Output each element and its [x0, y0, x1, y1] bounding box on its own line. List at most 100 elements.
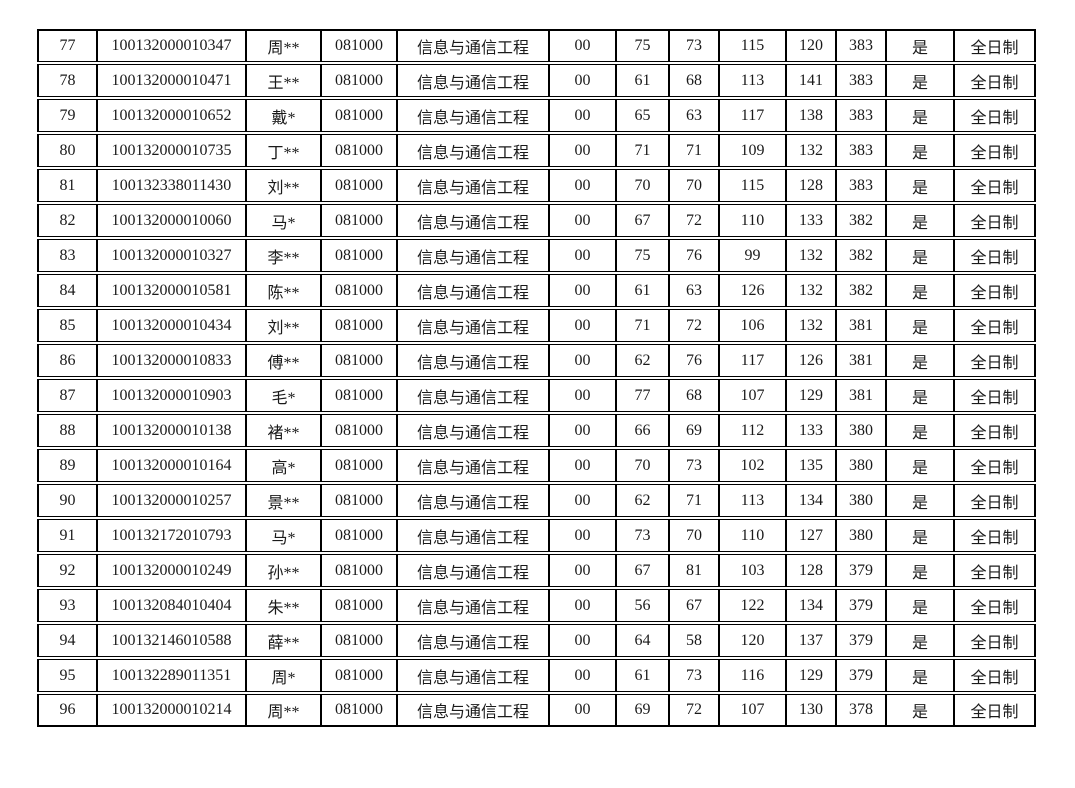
major-code-cell: 081000 — [321, 64, 397, 97]
study-mode-cell: 全日制 — [954, 99, 1036, 132]
table-row: 90 100132000010257 景** 081000 信息与通信工程 00 62 71 1… — [37, 484, 1036, 517]
score-2-cell: 67 — [669, 589, 719, 622]
total-score-cell: 379 — [836, 624, 886, 657]
score-2-cell: 72 — [669, 309, 719, 342]
table-row: 87 100132000010903 毛* 081000 信息与通信工程 00 77 68 10… — [37, 379, 1036, 412]
score-1-cell: 56 — [616, 589, 669, 622]
candidate-id-cell: 100132000010652 — [97, 99, 246, 132]
score-1-cell: 67 — [616, 554, 669, 587]
row-number-cell: 80 — [37, 134, 97, 167]
major-name-cell: 信息与通信工程 — [397, 309, 549, 342]
major-name-cell: 信息与通信工程 — [397, 204, 549, 237]
candidate-id-cell: 100132000010833 — [97, 344, 246, 377]
table-row: 96 100132000010214 周** 081000 信息与通信工程 00 69 72 1… — [37, 694, 1036, 727]
study-mode-cell: 全日制 — [954, 29, 1036, 62]
candidate-id-cell: 100132000010257 — [97, 484, 246, 517]
table-row: 79 100132000010652 戴* 081000 信息与通信工程 00 65 63 11… — [37, 99, 1036, 132]
score-4-cell: 132 — [786, 274, 836, 307]
table-row: 78 100132000010471 王** 081000 信息与通信工程 00 61 68 1… — [37, 64, 1036, 97]
candidate-name-cell: 刘** — [246, 309, 321, 342]
direction-code-cell: 00 — [549, 554, 616, 587]
study-mode-cell: 全日制 — [954, 379, 1036, 412]
study-mode-cell: 全日制 — [954, 519, 1036, 552]
table-row: 82 100132000010060 马* 081000 信息与通信工程 00 67 72 11… — [37, 204, 1036, 237]
direction-code-cell: 00 — [549, 379, 616, 412]
score-3-cell: 113 — [719, 484, 786, 517]
study-mode-cell: 全日制 — [954, 694, 1036, 727]
admitted-flag-cell: 是 — [886, 274, 954, 307]
study-mode-cell: 全日制 — [954, 309, 1036, 342]
score-1-cell: 69 — [616, 694, 669, 727]
score-4-cell: 134 — [786, 484, 836, 517]
direction-code-cell: 00 — [549, 64, 616, 97]
score-4-cell: 137 — [786, 624, 836, 657]
score-3-cell: 110 — [719, 519, 786, 552]
score-4-cell: 132 — [786, 239, 836, 272]
score-2-cell: 70 — [669, 169, 719, 202]
study-mode-cell: 全日制 — [954, 659, 1036, 692]
score-1-cell: 70 — [616, 449, 669, 482]
total-score-cell: 381 — [836, 379, 886, 412]
admitted-flag-cell: 是 — [886, 414, 954, 447]
total-score-cell: 380 — [836, 519, 886, 552]
candidate-name-cell: 李** — [246, 239, 321, 272]
major-code-cell: 081000 — [321, 659, 397, 692]
major-code-cell: 081000 — [321, 274, 397, 307]
score-3-cell: 115 — [719, 169, 786, 202]
candidate-id-cell: 100132000010164 — [97, 449, 246, 482]
direction-code-cell: 00 — [549, 694, 616, 727]
row-number-cell: 89 — [37, 449, 97, 482]
score-2-cell: 81 — [669, 554, 719, 587]
row-number-cell: 86 — [37, 344, 97, 377]
table-row: 84 100132000010581 陈** 081000 信息与通信工程 00 61 63 1… — [37, 274, 1036, 307]
direction-code-cell: 00 — [549, 659, 616, 692]
admitted-flag-cell: 是 — [886, 449, 954, 482]
admitted-flag-cell: 是 — [886, 554, 954, 587]
major-name-cell: 信息与通信工程 — [397, 519, 549, 552]
row-number-cell: 82 — [37, 204, 97, 237]
major-name-cell: 信息与通信工程 — [397, 344, 549, 377]
admitted-flag-cell: 是 — [886, 169, 954, 202]
admitted-flag-cell: 是 — [886, 589, 954, 622]
major-code-cell: 081000 — [321, 344, 397, 377]
score-4-cell: 128 — [786, 169, 836, 202]
admitted-flag-cell: 是 — [886, 379, 954, 412]
score-3-cell: 99 — [719, 239, 786, 272]
total-score-cell: 382 — [836, 274, 886, 307]
total-score-cell: 382 — [836, 204, 886, 237]
total-score-cell: 383 — [836, 134, 886, 167]
direction-code-cell: 00 — [549, 344, 616, 377]
total-score-cell: 380 — [836, 414, 886, 447]
candidate-id-cell: 100132000010138 — [97, 414, 246, 447]
candidate-name-cell: 傅** — [246, 344, 321, 377]
candidate-name-cell: 刘** — [246, 169, 321, 202]
direction-code-cell: 00 — [549, 519, 616, 552]
score-4-cell: 133 — [786, 204, 836, 237]
score-4-cell: 135 — [786, 449, 836, 482]
row-number-cell: 91 — [37, 519, 97, 552]
candidate-id-cell: 100132000010735 — [97, 134, 246, 167]
score-3-cell: 103 — [719, 554, 786, 587]
study-mode-cell: 全日制 — [954, 204, 1036, 237]
admitted-flag-cell: 是 — [886, 134, 954, 167]
total-score-cell: 383 — [836, 99, 886, 132]
score-3-cell: 109 — [719, 134, 786, 167]
direction-code-cell: 00 — [549, 484, 616, 517]
total-score-cell: 378 — [836, 694, 886, 727]
candidate-name-cell: 景** — [246, 484, 321, 517]
study-mode-cell: 全日制 — [954, 414, 1036, 447]
score-4-cell: 128 — [786, 554, 836, 587]
study-mode-cell: 全日制 — [954, 274, 1036, 307]
candidate-name-cell: 王** — [246, 64, 321, 97]
row-number-cell: 93 — [37, 589, 97, 622]
major-name-cell: 信息与通信工程 — [397, 29, 549, 62]
total-score-cell: 381 — [836, 309, 886, 342]
score-1-cell: 71 — [616, 309, 669, 342]
table-row: 92 100132000010249 孙** 081000 信息与通信工程 00 67 81 1… — [37, 554, 1036, 587]
major-code-cell: 081000 — [321, 204, 397, 237]
major-name-cell: 信息与通信工程 — [397, 274, 549, 307]
major-name-cell: 信息与通信工程 — [397, 694, 549, 727]
score-1-cell: 71 — [616, 134, 669, 167]
major-code-cell: 081000 — [321, 309, 397, 342]
table-row: 94 100132146010588 薛** 081000 信息与通信工程 00 64 58 1… — [37, 624, 1036, 657]
